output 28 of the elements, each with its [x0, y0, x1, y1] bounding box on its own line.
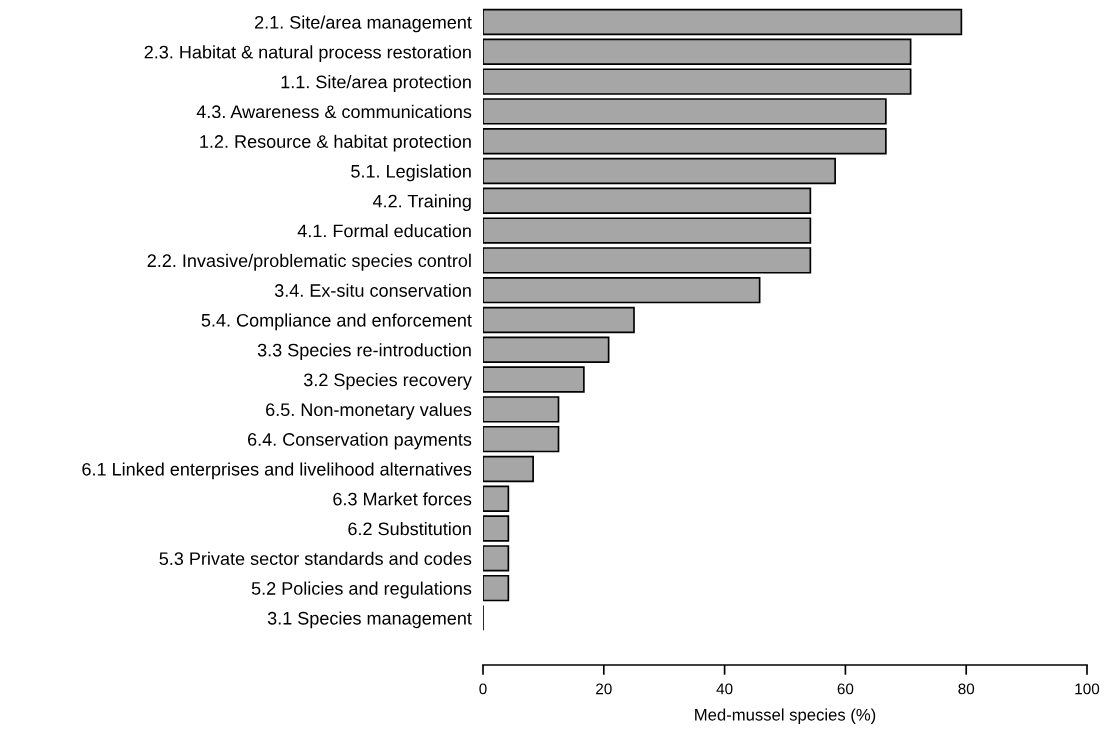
x-tick-label: 0	[479, 683, 487, 695]
y-tick-label: 3.4. Ex-situ conservation	[274, 283, 471, 297]
y-tick-label: 4.2. Training	[372, 194, 471, 212]
y-tick-label: 6.5. Non-monetary values	[266, 402, 472, 420]
y-tick-label: 5.4. Compliance and enforcement	[201, 313, 472, 331]
y-tick-label: 2.3. Habitat & natural process restoration	[144, 45, 471, 63]
y-tick-label: 2.2. Invasive/problematic species control	[147, 253, 471, 271]
x-tick-label: 40	[716, 683, 733, 695]
y-tick-label: 3.3 Species re-introduction	[257, 343, 471, 361]
x-tick-label: 20	[596, 683, 612, 695]
x-tick-label: 100	[1075, 683, 1100, 695]
y-tick-label: 1.1. Site/area protection	[281, 75, 471, 92]
x-tick-label: 80	[958, 683, 975, 695]
y-tick-label: 6.1 Linked enterprises and livelihood alternatives	[82, 462, 472, 480]
y-tick-label: 4.3. Awareness & communications	[196, 104, 472, 119]
y-tick-label: 6.3 Market forces	[333, 492, 472, 506]
y-tick-label: 3.1 Species management	[267, 611, 472, 629]
y-tick-label: 6.4. Conservation payments	[248, 432, 472, 450]
y-tick-label: 6.2 Substitution	[348, 521, 471, 536]
y-tick-label: 4.1. Formal education	[297, 224, 471, 238]
y-tick-label: 5.1. Legislation	[351, 164, 471, 182]
y-tick-label: 3.2 Species recovery	[303, 373, 472, 390]
x-axis-title: Med-mussel species (%)	[695, 708, 876, 724]
y-tick-label: 5.3 Private sector standards and codes	[159, 551, 472, 566]
x-tick-label: 60	[837, 683, 854, 695]
y-tick-label: 2.1. Site/area management	[255, 15, 472, 33]
y-tick-label: 1.2. Resource & habitat protection	[200, 134, 471, 152]
y-tick-label: 5.2 Policies and regulations	[251, 581, 472, 599]
